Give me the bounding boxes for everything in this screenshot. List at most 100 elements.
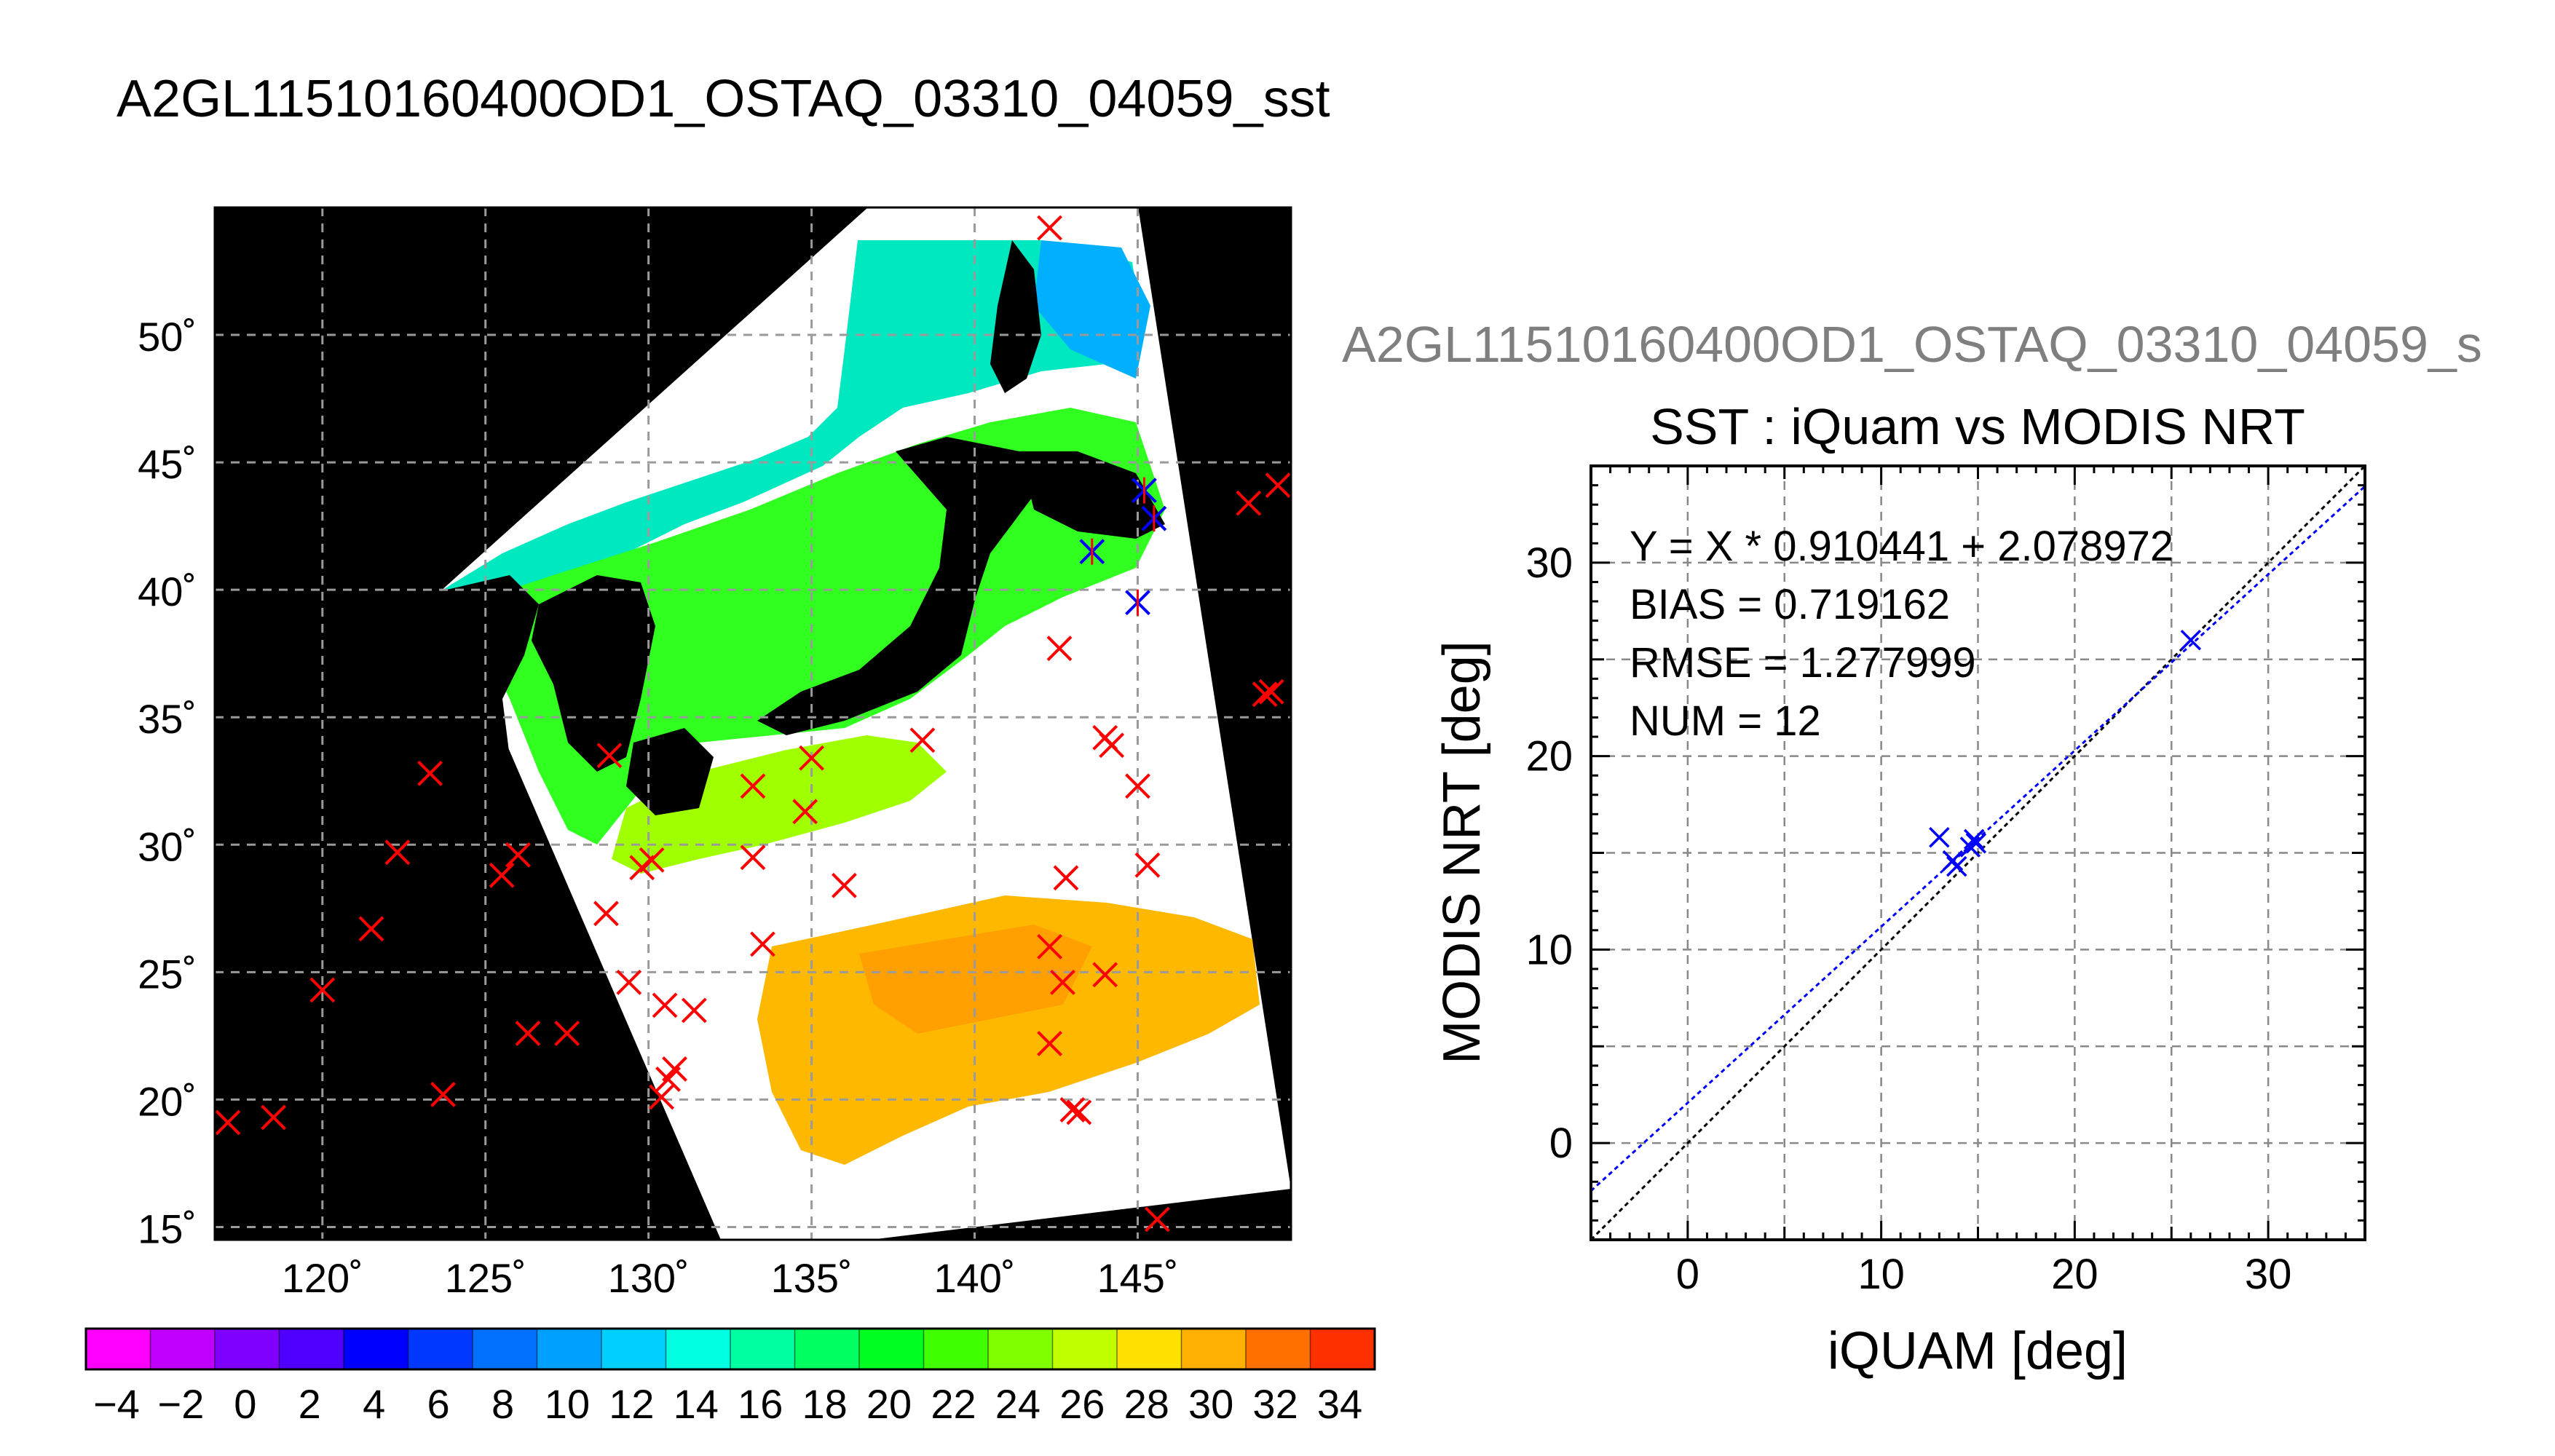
scatter-point xyxy=(1965,832,1987,854)
colorbar-cell xyxy=(1246,1329,1311,1369)
colorbar-cell xyxy=(86,1329,151,1369)
colorbar-cell xyxy=(344,1329,408,1369)
scatter-x-tick-label: 30 xyxy=(2245,1251,2292,1298)
sst-region-cool xyxy=(441,240,1143,604)
land-hokkaido xyxy=(1019,451,1165,539)
colorbar-cell xyxy=(1181,1329,1247,1369)
map-marker-red xyxy=(1125,773,1150,799)
map-marker-blue xyxy=(1141,505,1167,532)
map-marker-red xyxy=(358,916,384,942)
map-marker-red xyxy=(1037,1030,1062,1056)
scatter-point xyxy=(1946,855,1967,877)
colorbar-tick-label: 18 xyxy=(802,1381,847,1427)
colorbar-cell xyxy=(279,1329,344,1369)
colorbar-cell xyxy=(1052,1329,1118,1369)
map-lat-label: 20˚ xyxy=(138,1078,197,1124)
map-lat-label: 15˚ xyxy=(138,1206,197,1251)
land-sakhalin xyxy=(990,240,1041,393)
colorbar-cells xyxy=(86,1329,1375,1369)
scatter-points xyxy=(1929,629,2202,877)
map-marker-red xyxy=(1037,933,1062,960)
map-marker-red xyxy=(792,799,818,825)
scatter-annotation: BIAS = 0.719162 xyxy=(1630,581,1950,628)
scatter-x-tick-label: 10 xyxy=(1857,1251,1905,1298)
map-lat-label: 40˚ xyxy=(138,569,197,614)
scatter-point xyxy=(1942,850,1964,871)
colorbar-tick-label: 2 xyxy=(299,1381,321,1427)
map-lon-label: 140˚ xyxy=(934,1255,1016,1301)
map-marker-red xyxy=(489,862,515,888)
map-lon-label: 120˚ xyxy=(282,1255,363,1301)
colorbar-cell xyxy=(859,1329,924,1369)
map-lat-label: 35˚ xyxy=(138,696,197,742)
scatter-subtitle: A2GL11510160400OD1_OSTAQ_03310_04059_s xyxy=(1342,316,2482,373)
colorbar-tick-label: 12 xyxy=(609,1381,654,1427)
map-graticule xyxy=(215,207,1291,1240)
map-marker-red xyxy=(750,931,775,957)
map-axis-labels: 50˚ 45˚ 40˚ 35˚ 30˚ 25˚ 20˚ 15˚ 120˚ 125˚ 130˚ 135˚… xyxy=(138,314,1178,1301)
colorbar: −4 −2 0 2 4 6 8 10 12 14 16 18 20 22 24 26 28 30 32 34 xyxy=(84,1327,1376,1427)
colorbar-tick-label: 16 xyxy=(738,1381,783,1427)
map-marker-red xyxy=(1053,865,1079,891)
colorbar-cell xyxy=(601,1329,666,1369)
scatter-tick-labels: 0 10 20 30 0 10 20 30 xyxy=(1525,539,2291,1298)
colorbar-tick-label: 10 xyxy=(545,1381,590,1427)
map-marker-red xyxy=(909,727,936,753)
colorbar-tick-label: 32 xyxy=(1252,1381,1298,1427)
scatter-x-tick-label: 20 xyxy=(2051,1251,2098,1298)
map-lat-label: 25˚ xyxy=(138,951,197,997)
map-lat-label: 30˚ xyxy=(138,823,197,869)
map-lon-label: 145˚ xyxy=(1097,1255,1178,1301)
colorbar-tick-label: 24 xyxy=(995,1381,1040,1427)
map-marker-red xyxy=(515,1020,541,1046)
map-marker-red xyxy=(740,844,766,871)
colorbar-tick-label: 4 xyxy=(363,1381,385,1427)
map-lon-label: 135˚ xyxy=(771,1255,853,1301)
colorbar-tick-label: 26 xyxy=(1059,1381,1105,1427)
scatter-x-axis-label: iQUAM [deg] xyxy=(1828,1322,2128,1380)
map-marker-red xyxy=(616,969,642,995)
scatter-annotation: NUM = 12 xyxy=(1630,697,1821,745)
colorbar-tick-label: −4 xyxy=(93,1381,140,1427)
map-marker-red xyxy=(261,1104,287,1131)
map-marker-red xyxy=(593,901,619,927)
map-marker-red xyxy=(505,842,531,868)
scatter-annotation: Y = X * 0.910441 + 2.078972 xyxy=(1630,523,2173,570)
map-marker-red xyxy=(1236,490,1262,516)
map-marker-red xyxy=(596,743,623,769)
map-marker-red xyxy=(430,1082,456,1107)
map-lon-label: 130˚ xyxy=(608,1255,690,1301)
map-marker-red xyxy=(1059,1097,1086,1123)
scatter-grid xyxy=(1591,466,2365,1240)
map-marker-red xyxy=(740,773,766,799)
scatter-annotation: RMSE = 1.277999 xyxy=(1630,639,1976,687)
colorbar-cell xyxy=(794,1329,860,1369)
map-marker-red xyxy=(1050,969,1075,995)
colorbar-tick-label: 14 xyxy=(674,1381,719,1427)
map-marker-red xyxy=(1252,681,1278,708)
colorbar-tick-label: 34 xyxy=(1317,1381,1362,1427)
map-lat-label: 50˚ xyxy=(138,314,197,360)
colorbar-frame xyxy=(84,1327,1376,1371)
map-marker-red xyxy=(1258,678,1284,705)
map-marker-red xyxy=(1092,962,1118,988)
scatter-y-tick-label: 20 xyxy=(1525,733,1573,780)
map-marker-blue xyxy=(1079,538,1105,565)
map-marker-red xyxy=(309,977,336,1003)
map-marker-red xyxy=(1134,852,1161,878)
sst-region-warm xyxy=(612,735,947,874)
colorbar-cell xyxy=(666,1329,731,1369)
map-marker-red xyxy=(639,847,665,873)
colorbar-tick-label: 22 xyxy=(931,1381,976,1427)
map-marker-red xyxy=(384,839,411,866)
land-honshu xyxy=(757,437,1034,735)
scatter-annotations: Y = X * 0.910441 + 2.078972 BIAS = 0.7191… xyxy=(1630,523,2173,745)
scatter-y-axis-label: MODIS NRT [deg] xyxy=(1433,641,1491,1064)
map-marker-red xyxy=(652,992,678,1018)
map-marker-red xyxy=(1265,472,1291,499)
scatter-title: SST : iQuam vs MODIS NRT xyxy=(1650,398,2305,455)
scatter-ticks xyxy=(1590,464,2366,1241)
scatter-point xyxy=(1963,828,1985,850)
map-marker-red xyxy=(554,1020,580,1046)
